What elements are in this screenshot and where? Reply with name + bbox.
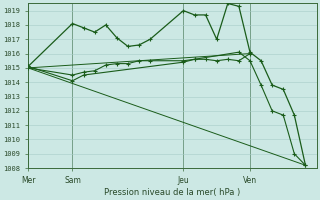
X-axis label: Pression niveau de la mer( hPa ): Pression niveau de la mer( hPa ) (104, 188, 240, 197)
